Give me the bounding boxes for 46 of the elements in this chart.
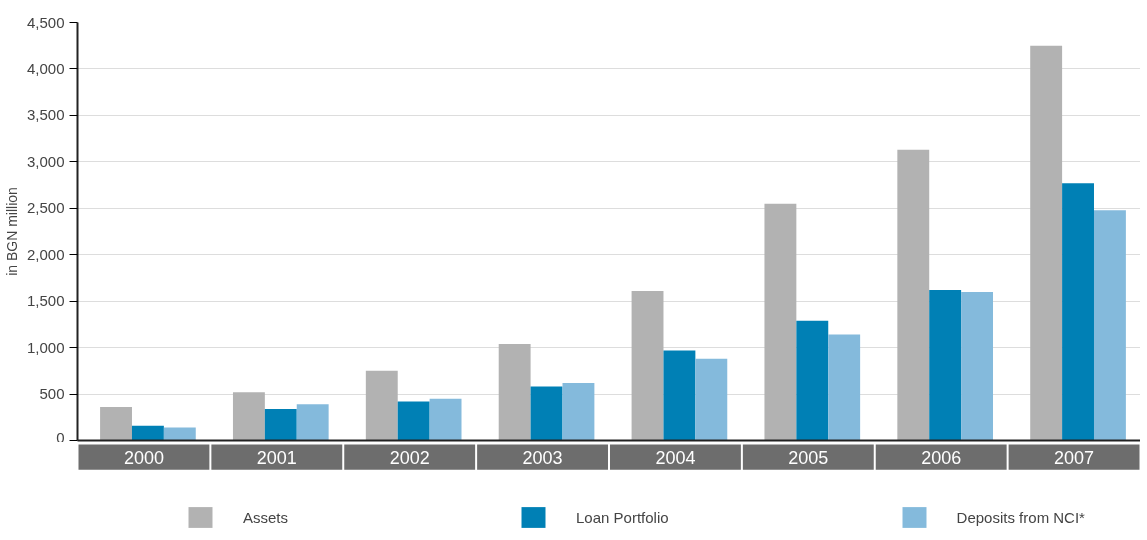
bar [296,404,329,441]
y-tick-label: 2,000 [26,245,65,263]
bar [764,203,797,441]
x-tick-label: 2003 [522,447,563,468]
x-tick-label: 2006 [921,447,962,468]
x-tick-label: 2002 [389,447,430,468]
bar [232,392,265,441]
bar [929,290,962,441]
bar [100,407,132,441]
bar [562,382,595,441]
y-tick-label: 4,000 [26,59,65,77]
x-tick-label: 2000 [123,447,164,468]
bar [796,320,829,441]
bar [897,149,930,441]
bar [1062,183,1094,441]
y-tick-label: 0 [56,428,65,446]
bar [663,350,696,441]
bar [828,334,861,441]
legend-label: Assets [243,508,289,526]
bar [429,398,462,441]
bar [498,343,531,441]
x-tick-label: 2007 [1054,447,1095,468]
bar [264,408,297,441]
y-tick-label: 3,000 [26,152,65,170]
y-axis-title: in BGN million [3,187,20,276]
y-tick-label: 4,500 [26,13,65,31]
bar [961,291,994,441]
legend-label: Loan Portfolio [576,508,669,526]
bar [695,358,728,441]
bar [131,425,164,441]
x-tick-label: 2001 [256,447,297,468]
bar [1093,210,1126,441]
bar [163,427,196,441]
x-tick-label: 2004 [655,447,696,468]
x-tick-label: 2005 [788,447,829,468]
y-tick-label: 3,500 [26,106,65,124]
bar [530,386,563,441]
bar [397,401,430,441]
y-tick-label: 1,500 [26,292,65,310]
y-tick-label: 500 [39,385,65,403]
y-tick-label: 1,000 [26,338,65,356]
legend-label: Deposits from NCI* [956,508,1085,526]
bar [631,290,664,441]
bar [365,370,398,441]
y-tick-label: 2,500 [26,199,65,217]
bar [1030,45,1063,441]
